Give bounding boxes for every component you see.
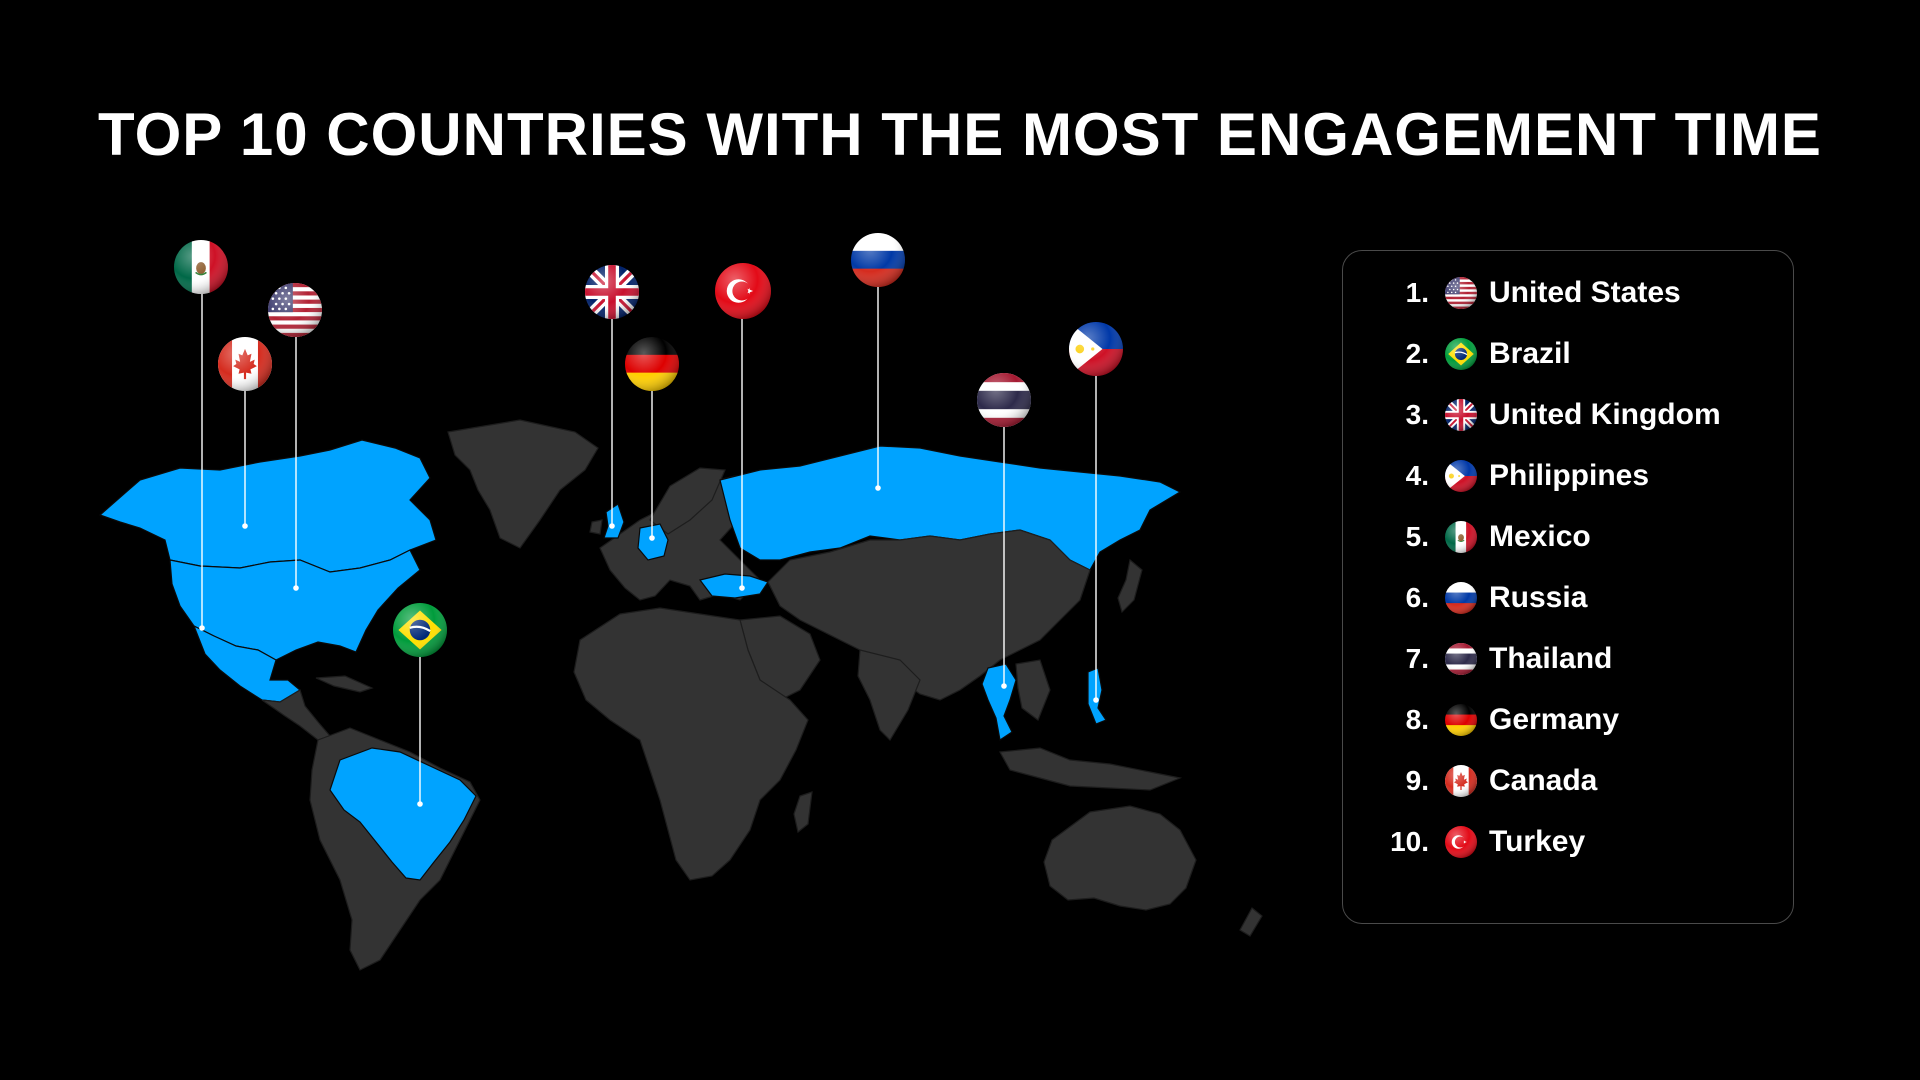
legend-item: 2. Brazil xyxy=(1343,334,1571,374)
legend-item: 7. Thailand xyxy=(1343,639,1612,679)
indochina-shape xyxy=(1015,659,1051,721)
ru-flag-icon xyxy=(1445,582,1477,614)
legend-country: Russia xyxy=(1489,581,1588,614)
legend-country: Germany xyxy=(1489,703,1620,736)
legend-item: 5. Mexico xyxy=(1343,517,1591,557)
tr-flag-pin-icon xyxy=(715,263,771,319)
new-zealand-shape xyxy=(1239,907,1263,937)
gb-flag-icon xyxy=(1445,399,1477,431)
legend-rank: 6. xyxy=(1405,582,1429,613)
legend-item: 3. United Kingdom xyxy=(1343,395,1721,435)
ranking-legend: 1. United States 2. Brazil 3. United Kin… xyxy=(1342,250,1794,924)
russia-shape xyxy=(719,445,1182,571)
legend-rank: 3. xyxy=(1405,399,1429,430)
legend-item: 10. Turkey xyxy=(1343,822,1585,862)
th-flag-pin-icon xyxy=(977,373,1031,427)
legend-country: Mexico xyxy=(1489,520,1591,553)
us-flag-icon xyxy=(1445,277,1477,309)
madagascar-shape xyxy=(793,791,813,834)
legend-rank: 7. xyxy=(1405,643,1429,674)
central-america-shape xyxy=(261,689,332,741)
ca-flag-pin-icon xyxy=(218,337,272,391)
legend-rank: 9. xyxy=(1405,765,1429,796)
ph-flag-icon xyxy=(1445,460,1477,492)
legend-country: United States xyxy=(1489,276,1681,309)
philippines-shape xyxy=(1087,667,1107,725)
africa-shape xyxy=(573,607,809,881)
legend-country: Brazil xyxy=(1489,337,1571,370)
page-title: TOP 10 COUNTRIES WITH THE MOST ENGAGEMEN… xyxy=(98,101,1822,168)
legend-rank: 2. xyxy=(1405,338,1429,369)
caribbean-shape xyxy=(315,675,374,693)
legend-rank: 5. xyxy=(1405,521,1429,552)
indonesia-shape xyxy=(999,747,1183,791)
legend-item: 4. Philippines xyxy=(1343,456,1649,496)
ca-flag-icon xyxy=(1445,765,1477,797)
ireland-shape xyxy=(589,519,603,535)
japan-shape xyxy=(1117,558,1143,614)
legend-rank: 4. xyxy=(1405,460,1429,491)
scandinavia-shape xyxy=(649,467,726,535)
legend-rank: 8. xyxy=(1405,704,1429,735)
turkey-shape xyxy=(698,573,769,599)
ph-flag-pin-icon xyxy=(1069,322,1123,376)
uk-shape xyxy=(603,503,625,539)
de-flag-pin-icon xyxy=(625,337,679,391)
th-flag-icon xyxy=(1445,643,1477,675)
legend-country: United Kingdom xyxy=(1489,398,1721,431)
br-flag-icon xyxy=(1445,338,1477,370)
de-flag-icon xyxy=(1445,704,1477,736)
legend-country: Canada xyxy=(1489,764,1598,797)
legend-item: 8. Germany xyxy=(1343,700,1619,740)
australia-shape xyxy=(1043,805,1197,911)
greenland-shape xyxy=(447,419,599,549)
mexico-shape xyxy=(192,624,302,703)
legend-rank: 1. xyxy=(1405,277,1429,308)
legend-item: 9. Canada xyxy=(1343,761,1597,801)
legend-item: 1. United States xyxy=(1343,273,1681,313)
us-flag-pin-icon xyxy=(268,283,322,337)
gb-flag-pin-icon xyxy=(585,265,639,319)
tr-flag-icon xyxy=(1445,826,1477,858)
thailand-shape xyxy=(981,663,1017,742)
legend-country: Turkey xyxy=(1489,825,1586,858)
canada-shape xyxy=(98,439,437,573)
central-asia-shape xyxy=(767,529,1091,701)
germany-shape xyxy=(637,523,669,561)
legend-country: Philippines xyxy=(1489,459,1650,492)
mx-flag-icon xyxy=(1445,521,1477,553)
br-flag-pin-icon xyxy=(393,603,447,657)
legend-rank: 10. xyxy=(1390,826,1429,857)
legend-item: 6. Russia xyxy=(1343,578,1587,618)
map-pins xyxy=(199,260,1099,807)
mx-flag-pin-icon xyxy=(174,240,228,294)
legend-country: Thailand xyxy=(1489,642,1613,675)
ru-flag-pin-icon xyxy=(851,233,905,287)
india-shape xyxy=(857,649,921,741)
